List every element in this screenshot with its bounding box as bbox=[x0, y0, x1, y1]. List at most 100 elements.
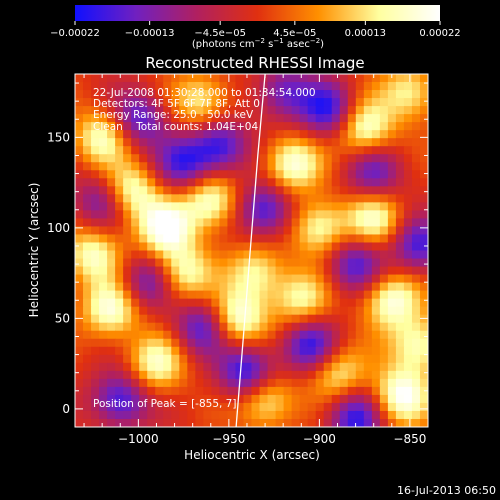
heatmap-cell bbox=[235, 74, 245, 83]
heatmap-cell bbox=[275, 282, 285, 292]
heatmap-cell bbox=[235, 258, 245, 268]
heatmap-cell bbox=[107, 410, 116, 420]
heatmap-cell bbox=[211, 234, 221, 244]
heatmap-cell bbox=[267, 122, 277, 131]
heatmap-cell bbox=[163, 130, 172, 139]
heatmap-cell bbox=[379, 402, 389, 412]
heatmap-cell bbox=[307, 114, 317, 123]
heatmap-cell bbox=[139, 314, 148, 324]
heatmap-cell bbox=[235, 130, 245, 139]
heatmap-cell bbox=[187, 258, 196, 268]
heatmap-cell bbox=[339, 410, 349, 420]
heatmap-cell bbox=[299, 362, 309, 372]
heatmap-cell bbox=[411, 178, 421, 187]
heatmap-cell bbox=[275, 338, 285, 348]
heatmap-cell bbox=[403, 162, 413, 171]
heatmap-cell bbox=[299, 122, 309, 131]
heatmap-cell bbox=[387, 386, 397, 396]
heatmap-cell bbox=[195, 386, 204, 396]
heatmap-cell bbox=[315, 362, 325, 372]
heatmap-cell bbox=[171, 194, 180, 203]
heatmap-cell bbox=[315, 106, 325, 115]
heatmap-cell bbox=[403, 370, 413, 380]
heatmap-cell bbox=[115, 362, 124, 372]
heatmap-cell bbox=[139, 346, 148, 356]
heatmap-cell bbox=[267, 250, 277, 260]
heatmap-cell bbox=[411, 386, 421, 396]
heatmap-cell bbox=[363, 74, 373, 83]
heatmap-cell bbox=[139, 290, 148, 300]
heatmap-cell bbox=[323, 82, 333, 91]
heatmap-cell bbox=[259, 130, 269, 139]
heatmap-cell bbox=[275, 122, 285, 131]
heatmap-cell bbox=[123, 354, 132, 364]
heatmap-cell bbox=[91, 82, 100, 91]
heatmap-cell bbox=[339, 194, 349, 203]
heatmap-cell bbox=[99, 122, 108, 131]
heatmap-cell bbox=[171, 122, 180, 131]
heatmap-cell bbox=[251, 130, 261, 139]
heatmap-cell bbox=[171, 234, 180, 244]
heatmap-cell bbox=[347, 274, 357, 284]
heatmap-cell bbox=[107, 370, 116, 380]
heatmap-cell bbox=[211, 186, 221, 195]
heatmap-cell bbox=[203, 210, 212, 220]
heatmap-cell bbox=[131, 258, 140, 268]
heatmap-cell bbox=[251, 386, 261, 396]
heatmap-cell bbox=[371, 250, 381, 260]
heatmap-cell bbox=[315, 258, 325, 268]
heatmap-cell bbox=[107, 330, 116, 340]
heatmap-cell bbox=[147, 370, 156, 380]
heatmap-cell bbox=[371, 178, 381, 187]
heatmap-cell bbox=[379, 298, 389, 308]
heatmap-cell bbox=[387, 338, 397, 348]
heatmap-cell bbox=[403, 210, 413, 220]
heatmap-cell bbox=[203, 346, 212, 356]
heatmap-cell bbox=[171, 274, 180, 284]
heatmap-cell bbox=[403, 330, 413, 340]
heatmap-cell bbox=[267, 266, 277, 276]
heatmap-cell bbox=[227, 402, 237, 412]
heatmap-cell bbox=[179, 122, 188, 131]
heatmap-cell bbox=[227, 242, 237, 252]
heatmap-cell bbox=[379, 218, 389, 228]
heatmap-cell bbox=[211, 250, 221, 260]
heatmap-cell bbox=[283, 130, 293, 139]
heatmap-cell bbox=[187, 146, 196, 155]
heatmap-cell bbox=[107, 250, 116, 260]
heatmap-cell bbox=[411, 74, 421, 83]
heatmap-cell bbox=[331, 402, 341, 412]
heatmap-cell bbox=[131, 282, 140, 292]
heatmap-cell bbox=[219, 354, 229, 364]
heatmap-cell bbox=[323, 314, 333, 324]
heatmap-cell bbox=[171, 362, 180, 372]
heatmap-cell bbox=[235, 402, 245, 412]
heatmap-cell bbox=[243, 402, 253, 412]
heatmap-cell bbox=[379, 202, 389, 211]
heatmap-cell bbox=[99, 82, 108, 91]
heatmap-cell bbox=[163, 90, 172, 99]
heatmap-cell bbox=[379, 186, 389, 195]
heatmap-cell bbox=[235, 362, 245, 372]
heatmap-cell bbox=[371, 290, 381, 300]
heatmap-cell bbox=[403, 130, 413, 139]
heatmap-cell bbox=[419, 250, 428, 260]
heatmap-cell bbox=[187, 314, 196, 324]
heatmap-cell bbox=[363, 386, 373, 396]
heatmap-cell bbox=[331, 194, 341, 203]
heatmap-cell bbox=[291, 274, 301, 284]
heatmap-cell bbox=[187, 266, 196, 276]
heatmap-cell bbox=[315, 186, 325, 195]
heatmap-cell bbox=[419, 234, 428, 244]
heatmap-cell bbox=[99, 234, 108, 244]
heatmap-cell bbox=[131, 178, 140, 187]
heatmap-cell bbox=[379, 234, 389, 244]
heatmap-cell bbox=[307, 418, 317, 427]
heatmap-cell bbox=[355, 290, 365, 300]
heatmap-cell bbox=[347, 410, 357, 420]
heatmap-cell bbox=[379, 226, 389, 236]
heatmap-cell bbox=[387, 218, 397, 228]
heatmap-cell bbox=[267, 242, 277, 252]
heatmap-cell bbox=[75, 346, 84, 356]
heatmap-cell bbox=[123, 386, 132, 396]
